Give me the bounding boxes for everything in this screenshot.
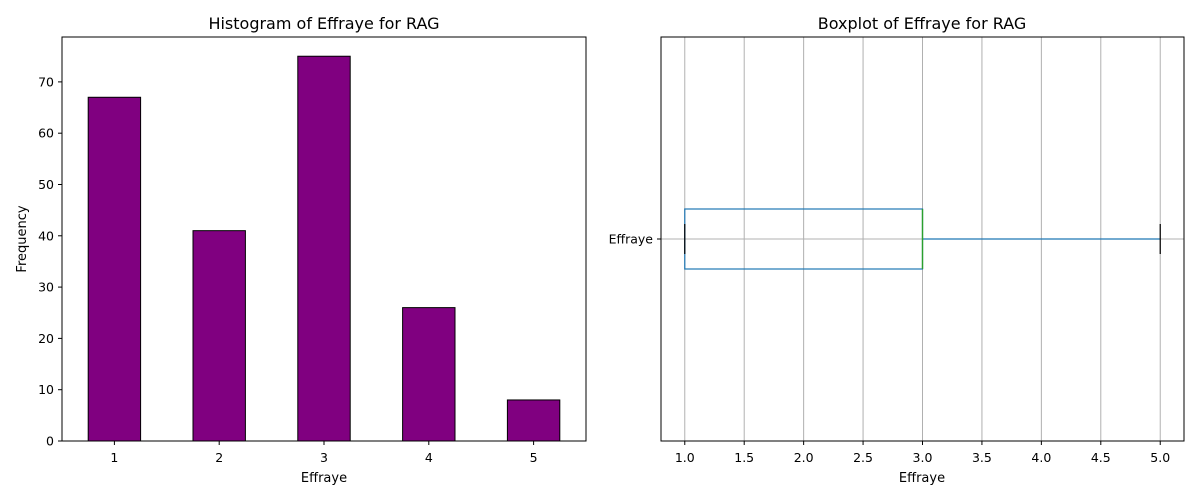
boxplot-x-tick-label: 1.0	[675, 450, 695, 465]
histogram-bar	[87, 96, 142, 442]
histogram-bars	[87, 55, 561, 442]
histogram-bar	[192, 230, 246, 442]
histogram-chart: Histogram of Effraye for RAG 01020304050…	[15, 14, 587, 486]
histogram-y-tick-label: 30	[38, 280, 54, 295]
boxplot-marks	[684, 208, 1161, 270]
histogram-y-tick-label: 50	[38, 177, 54, 192]
histogram-x-axis-label: Effraye	[301, 471, 347, 486]
boxplot-title: Boxplot of Effraye for RAG	[818, 14, 1027, 33]
histogram-x-tick-label: 4	[425, 450, 433, 465]
histogram-bar	[402, 307, 456, 442]
histogram-x-tick-label: 1	[110, 450, 118, 465]
boxplot-x-tick-label: 5.0	[1150, 450, 1170, 465]
boxplot-x-tick-label: 2.0	[794, 450, 814, 465]
boxplot-x-tick-label: 3.0	[913, 450, 933, 465]
histogram-y-tick-label: 10	[38, 382, 54, 397]
histogram-y-ticks: 0 10 20 30 40 50 60 70	[38, 74, 62, 449]
histogram-y-tick-label: 70	[38, 74, 54, 89]
boxplot-x-tick-label: 1.5	[734, 450, 754, 465]
histogram-x-tick-label: 2	[215, 450, 223, 465]
histogram-y-tick-label: 40	[38, 228, 54, 243]
histogram-y-axis-label: Frequency	[15, 205, 30, 272]
boxplot-chart: Boxplot of Effraye for RAG 1.0 1.5 2.0 2.5 3…	[609, 14, 1185, 486]
boxplot-x-tick-label: 3.5	[972, 450, 992, 465]
boxplot-x-tick-label: 4.0	[1031, 450, 1051, 465]
histogram-x-ticks: 1 2 3 4 5	[110, 441, 538, 465]
boxplot-y-tick-label: Effraye	[609, 232, 654, 247]
histogram-x-tick-label: 5	[530, 450, 538, 465]
histogram-bar	[506, 399, 561, 442]
histogram-y-tick-label: 20	[38, 331, 54, 346]
boxplot-x-tick-label: 2.5	[853, 450, 873, 465]
boxplot-y-ticks: Effraye	[609, 232, 661, 247]
histogram-y-tick-label: 0	[46, 434, 54, 449]
histogram-bar	[297, 55, 351, 442]
histogram-plot-frame	[61, 36, 587, 442]
boxplot-plot-frame	[660, 36, 1185, 442]
histogram-x-tick-label: 3	[320, 450, 328, 465]
boxplot-x-tick-label: 4.5	[1091, 450, 1111, 465]
histogram-y-tick-label: 60	[38, 126, 54, 141]
boxplot-x-ticks: 1.0 1.5 2.0 2.5 3.0 3.5 4.0 4.5 5.0	[675, 441, 1170, 465]
boxplot-x-axis-label: Effraye	[899, 471, 945, 486]
histogram-title: Histogram of Effraye for RAG	[208, 14, 439, 33]
